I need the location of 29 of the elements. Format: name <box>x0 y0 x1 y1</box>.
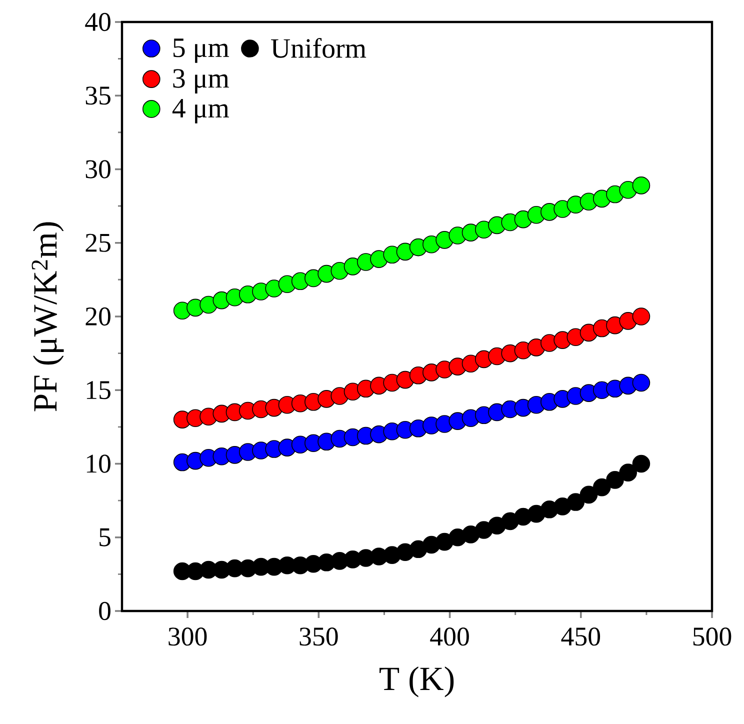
point <box>592 478 611 496</box>
legend-label: 5 μm <box>174 38 230 63</box>
point <box>619 464 637 482</box>
point <box>632 308 650 326</box>
legend-label: 3 μm <box>173 69 230 94</box>
x-tick-label: 350 <box>300 628 338 646</box>
x-tick-label: 450 <box>561 628 600 646</box>
point <box>632 374 650 392</box>
point <box>632 176 650 194</box>
x-axis-title: T (K) <box>380 666 454 698</box>
legend-label: Uniform <box>271 38 366 58</box>
y-tick-label: 40 <box>85 12 110 32</box>
y-tick-label: 15 <box>86 381 110 400</box>
y-axis-title: PF (μW/K$^{2}$m) <box>32 222 64 412</box>
x-tick-label: 300 <box>168 628 207 646</box>
legend-label: 4 μm <box>172 99 230 124</box>
y-tick-label: 25 <box>86 234 110 252</box>
y-tick-label: 0 <box>99 602 110 620</box>
point <box>566 493 585 511</box>
x-tick-label: 500 <box>693 628 732 646</box>
x-tick-label: 400 <box>430 628 469 646</box>
y-tick-label: 10 <box>86 454 110 473</box>
y-tick-label: 20 <box>86 307 110 326</box>
y-tick-label: 30 <box>86 160 110 178</box>
point <box>580 486 598 504</box>
point <box>632 454 650 473</box>
y-tick-label: 5 <box>100 528 110 546</box>
point <box>606 471 624 489</box>
y-tick-label: 35 <box>86 86 110 105</box>
